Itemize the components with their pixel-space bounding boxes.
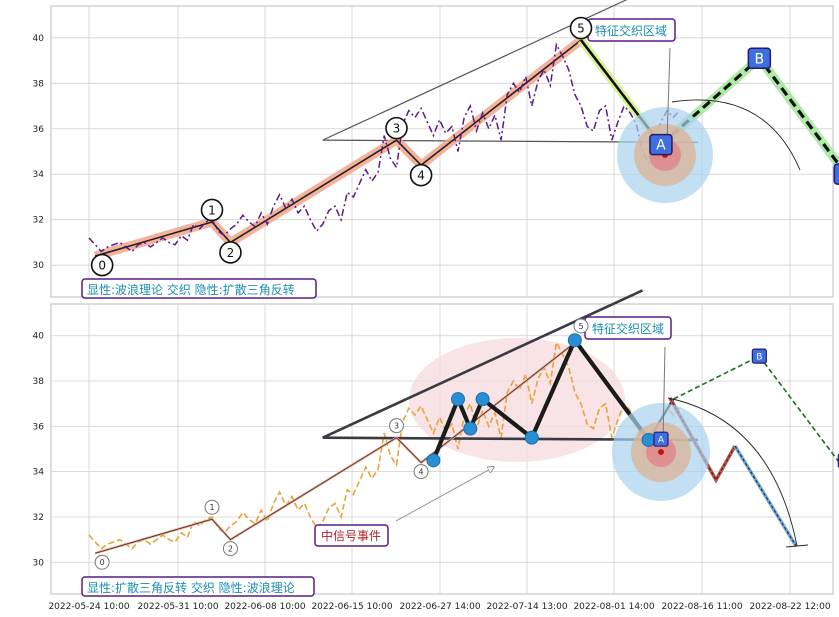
x-tick-label: 2022-06-27 14:00 xyxy=(399,602,480,612)
wave-marker-0 xyxy=(94,554,110,570)
pattern-node xyxy=(524,430,539,445)
wave-label-4: 4 xyxy=(417,169,425,183)
y-tick-label: 38 xyxy=(33,79,45,89)
y-tick-label: 40 xyxy=(33,332,45,342)
pattern-node xyxy=(463,421,478,436)
y-tick-label: 30 xyxy=(33,261,45,271)
zone-arrow xyxy=(667,47,670,142)
wave-marker-3 xyxy=(389,418,404,434)
abc-marker-B xyxy=(751,348,767,364)
wave-label-3: 3 xyxy=(393,122,401,136)
wave-label-2: 2 xyxy=(228,545,233,554)
abc-dashed xyxy=(647,355,839,464)
x-tick-label: 2022-08-22 12:00 xyxy=(749,602,830,612)
y-tick-label: 40 xyxy=(33,34,45,44)
wave-marker-4 xyxy=(413,464,429,480)
projection-tick xyxy=(785,544,809,548)
signal-arrow xyxy=(395,467,494,522)
abc-marker-A xyxy=(653,431,669,447)
wave-marker-2 xyxy=(222,541,238,557)
abc-marker-A xyxy=(649,133,673,156)
signal-label: 中信号事件 xyxy=(321,528,381,543)
pattern-node xyxy=(451,392,465,407)
x-tick-label: 2022-06-08 10:00 xyxy=(224,602,305,612)
pattern-node xyxy=(567,333,582,348)
price-series xyxy=(88,340,680,550)
projection-arc xyxy=(667,397,798,547)
x-tick-label: 2022-07-14 13:00 xyxy=(486,602,567,612)
y-tick-label: 34 xyxy=(33,468,45,478)
y-tick-label: 32 xyxy=(33,513,44,523)
top-panel: 303234363840特征交织区域012345ABC显性:波浪理论 交织 隐性… xyxy=(33,0,839,299)
caption-text: 显性:扩散三角反转 交织 隐性:波浪理论 xyxy=(87,580,295,595)
wave-label-5: 5 xyxy=(577,22,585,36)
wave-label-1: 1 xyxy=(208,203,216,217)
triangle-upper-line xyxy=(322,289,644,439)
pattern-node xyxy=(475,392,490,407)
x-tick-label: 2022-05-31 10:00 xyxy=(137,602,218,612)
zone-label: 特征交织区域 xyxy=(595,23,667,38)
bottom-panel: 303234363840特征交织区域中信号事件012345ABC显性:扩散三角反… xyxy=(33,289,839,597)
abc-label-A: A xyxy=(656,138,666,154)
zone-center xyxy=(658,449,664,455)
x-tick-label: 2022-05-24 10:00 xyxy=(48,602,129,612)
triangle-upper-line xyxy=(322,0,628,141)
caption-text: 显性:波浪理论 交织 隐性:扩散三角反转 xyxy=(87,282,295,297)
y-tick-label: 36 xyxy=(33,125,45,135)
wave-label-0: 0 xyxy=(100,558,105,567)
projection-arc xyxy=(671,99,801,171)
abc-label-B: B xyxy=(756,353,762,363)
wave-label-0: 0 xyxy=(98,259,106,273)
wave-label-1: 1 xyxy=(209,503,214,512)
wave-marker-5 xyxy=(569,16,593,40)
impulse-line xyxy=(95,337,582,554)
plot-area xyxy=(50,303,834,595)
wave-marker-0 xyxy=(90,253,114,277)
y-tick-label: 32 xyxy=(33,216,44,226)
wave-marker-1 xyxy=(200,198,224,222)
caption-box xyxy=(81,576,315,597)
wave-label-3: 3 xyxy=(394,422,399,431)
abc-marker-B xyxy=(747,47,772,70)
wave-label-5: 5 xyxy=(578,322,583,331)
pattern-node xyxy=(426,453,441,468)
abc-label-B: B xyxy=(755,51,765,67)
abc-marker-C xyxy=(833,163,839,185)
wave-marker-5 xyxy=(573,318,589,334)
x-tick-label: 2022-08-16 11:00 xyxy=(661,602,742,612)
projection-blue-dash xyxy=(734,445,797,547)
wave-marker-4 xyxy=(409,163,433,187)
y-tick-label: 38 xyxy=(33,377,45,387)
wave-label-2: 2 xyxy=(227,246,235,260)
y-tick-label: 36 xyxy=(33,422,45,432)
zone-arrow xyxy=(663,346,665,442)
x-tick-label: 2022-06-15 10:00 xyxy=(311,602,392,612)
y-tick-label: 30 xyxy=(33,558,45,568)
x-tick-label: 2022-08-01 14:00 xyxy=(573,602,654,612)
pattern-node xyxy=(641,432,656,447)
x-axis: 2022-05-24 10:00 2022-05-31 10:00 2022-06-… xyxy=(48,602,830,612)
caption-box xyxy=(81,278,317,299)
wave-marker-1 xyxy=(204,499,220,515)
wave-marker-3 xyxy=(385,116,408,140)
wave-label-4: 4 xyxy=(419,468,424,477)
price-series xyxy=(88,42,680,253)
abc-label-A: A xyxy=(658,436,665,446)
zone-label: 特征交织区域 xyxy=(592,321,664,336)
signal-label-box xyxy=(314,524,389,547)
y-tick-label: 34 xyxy=(33,170,45,180)
wave-marker-2 xyxy=(219,241,242,264)
